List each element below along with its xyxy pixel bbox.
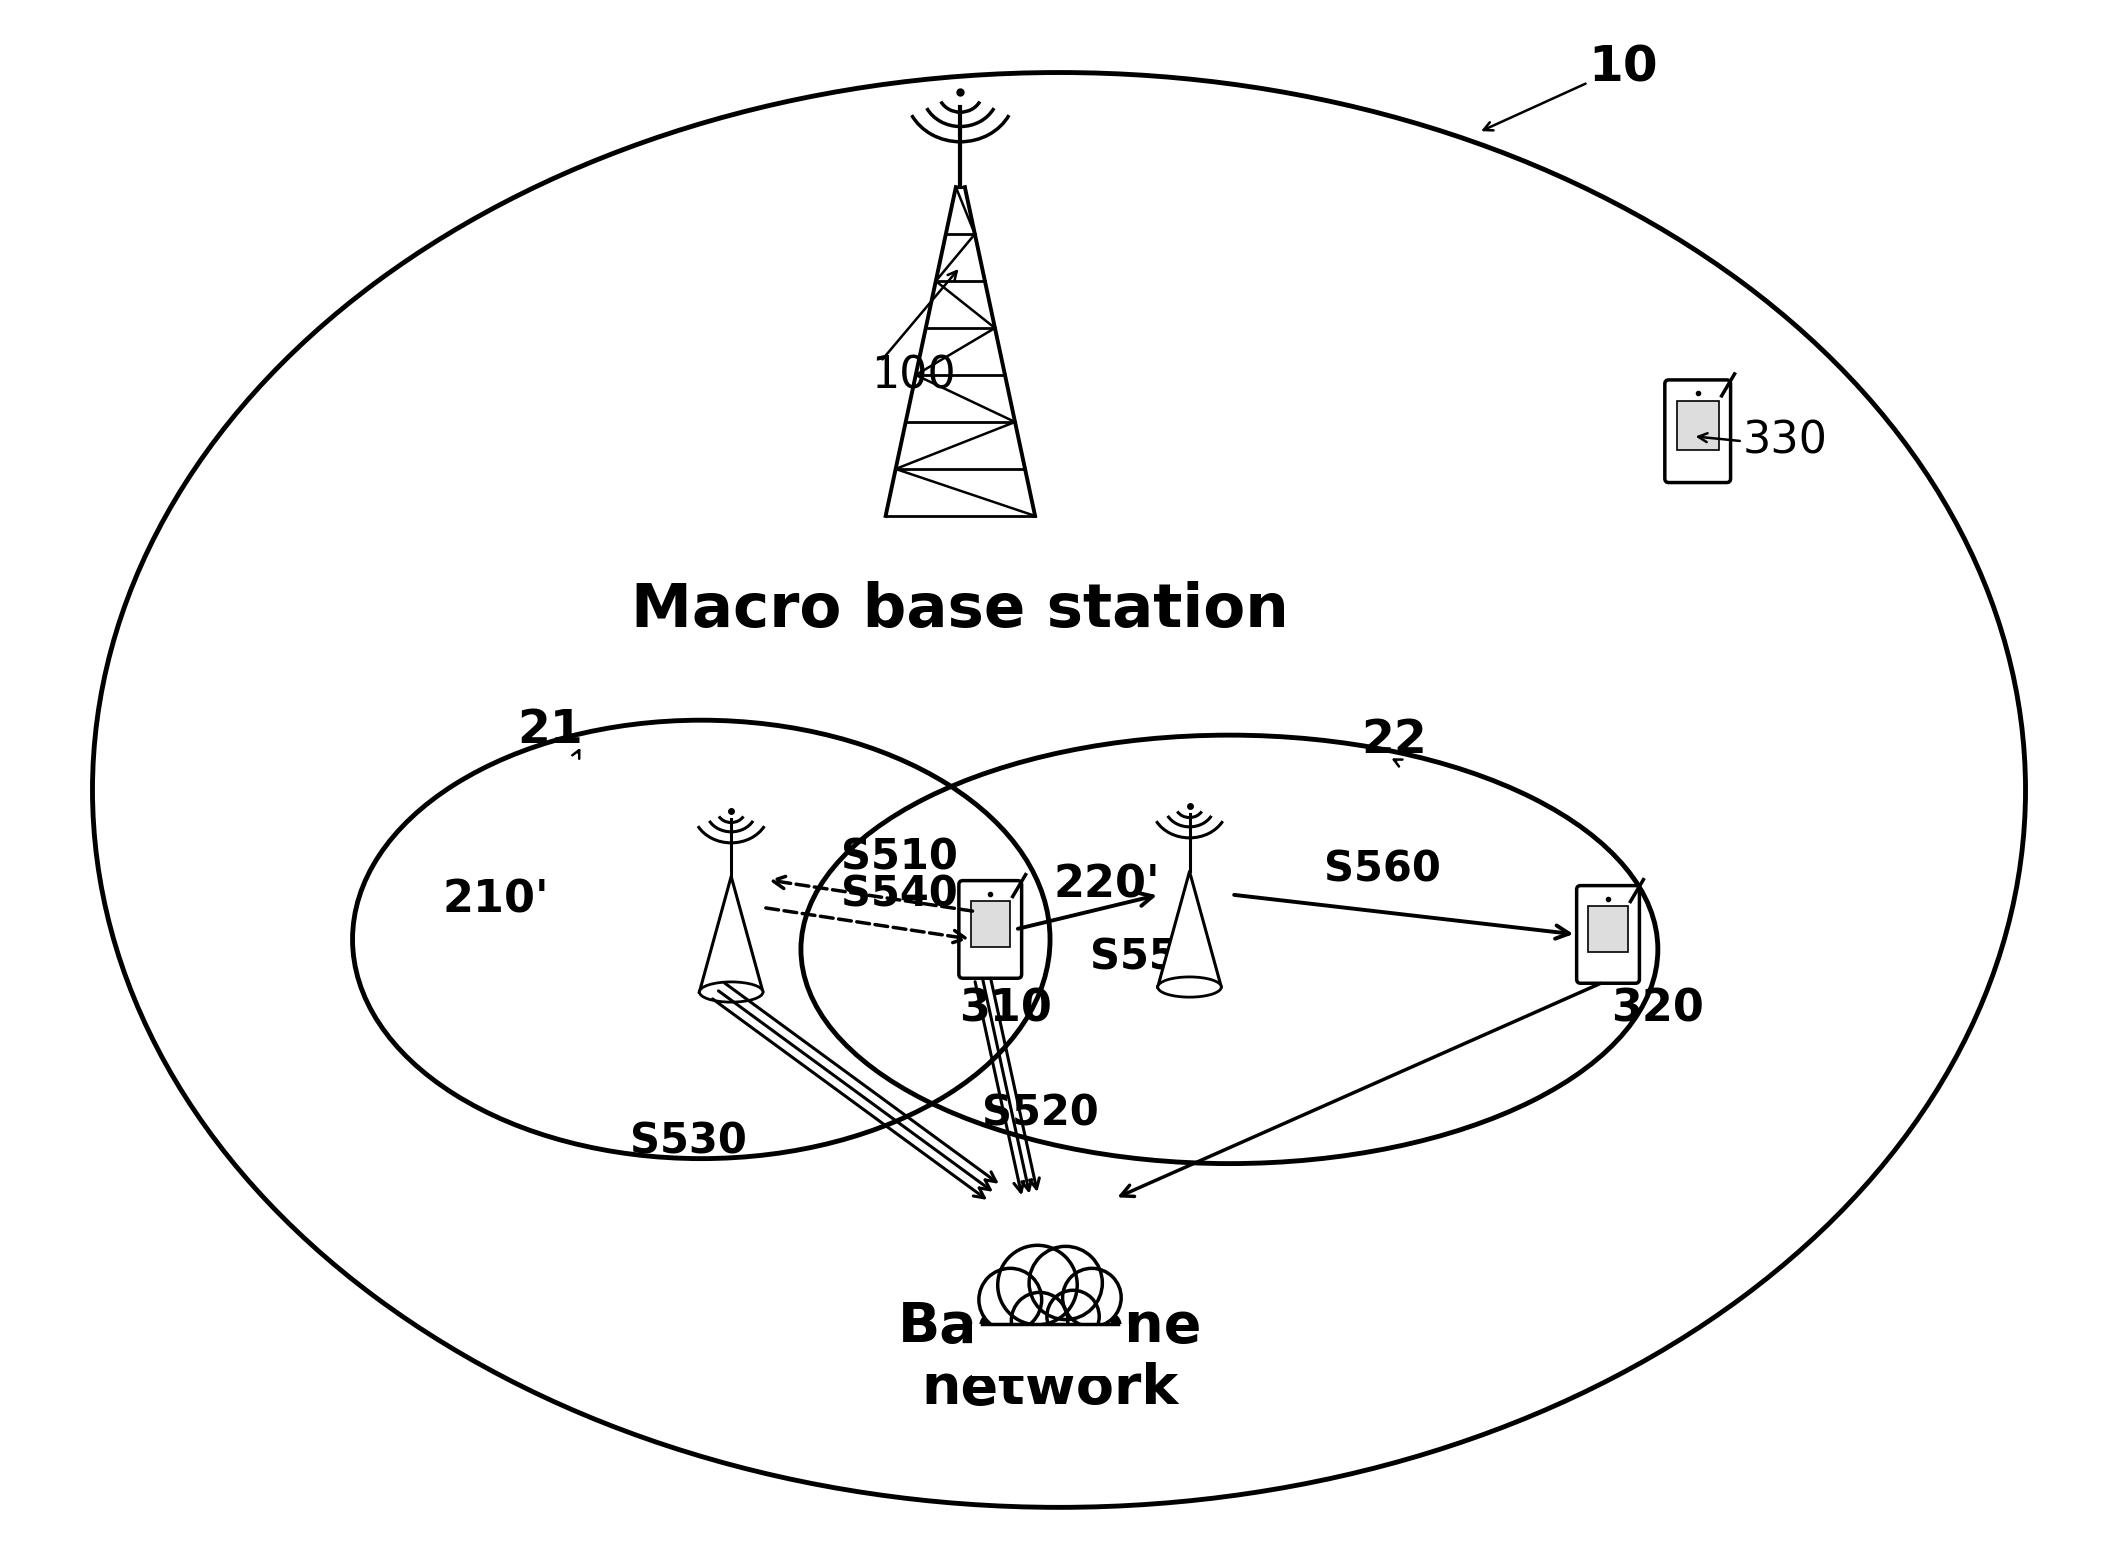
Text: Backbone
network: Backbone network xyxy=(898,1300,1201,1416)
Bar xyxy=(973,1324,1129,1376)
Text: 220': 220' xyxy=(1053,864,1159,906)
Circle shape xyxy=(1047,1291,1100,1342)
Text: 330: 330 xyxy=(1742,420,1827,463)
Bar xyxy=(1589,906,1627,952)
Text: 310: 310 xyxy=(958,988,1051,1031)
Circle shape xyxy=(998,1245,1076,1325)
Text: Macro base station: Macro base station xyxy=(631,580,1288,639)
Text: S530: S530 xyxy=(629,1121,746,1163)
Ellipse shape xyxy=(1157,977,1221,997)
Text: 320: 320 xyxy=(1610,988,1704,1031)
FancyBboxPatch shape xyxy=(960,881,1021,978)
Polygon shape xyxy=(699,876,763,992)
Text: S520: S520 xyxy=(983,1093,1100,1135)
Bar xyxy=(1676,401,1719,450)
Text: S560: S560 xyxy=(1324,848,1441,890)
Text: S550: S550 xyxy=(1089,937,1206,978)
Circle shape xyxy=(1062,1268,1121,1327)
Text: 10: 10 xyxy=(1587,43,1657,91)
Circle shape xyxy=(979,1268,1043,1331)
Text: 100: 100 xyxy=(871,354,956,398)
Bar xyxy=(971,901,1011,947)
Text: S510: S510 xyxy=(841,837,958,879)
Polygon shape xyxy=(1157,872,1221,988)
Ellipse shape xyxy=(699,981,763,1002)
Text: 21: 21 xyxy=(517,707,583,752)
FancyBboxPatch shape xyxy=(1577,885,1640,983)
FancyBboxPatch shape xyxy=(1666,379,1731,483)
Text: 22: 22 xyxy=(1360,718,1426,763)
Circle shape xyxy=(1011,1293,1068,1348)
Text: S540: S540 xyxy=(841,873,958,915)
Text: 210': 210' xyxy=(443,878,549,921)
Circle shape xyxy=(1030,1246,1102,1319)
